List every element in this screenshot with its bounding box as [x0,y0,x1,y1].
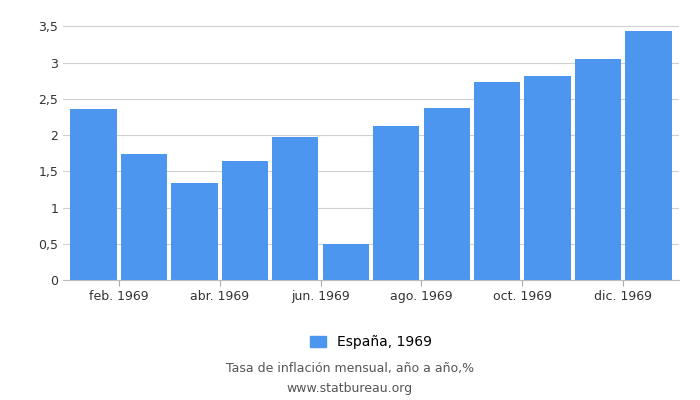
Bar [221,161,268,280]
Bar [626,31,672,280]
Bar [272,137,318,280]
Bar [524,76,571,280]
Bar [474,82,521,280]
Bar [70,109,116,280]
Text: Tasa de inflación mensual, año a año,%: Tasa de inflación mensual, año a año,% [226,362,474,375]
Bar [323,244,369,280]
Bar [120,154,167,280]
Bar [575,59,622,280]
Bar [171,183,218,280]
Text: www.statbureau.org: www.statbureau.org [287,382,413,395]
Bar [373,126,419,280]
Bar [424,108,470,280]
Legend: España, 1969: España, 1969 [309,335,433,349]
